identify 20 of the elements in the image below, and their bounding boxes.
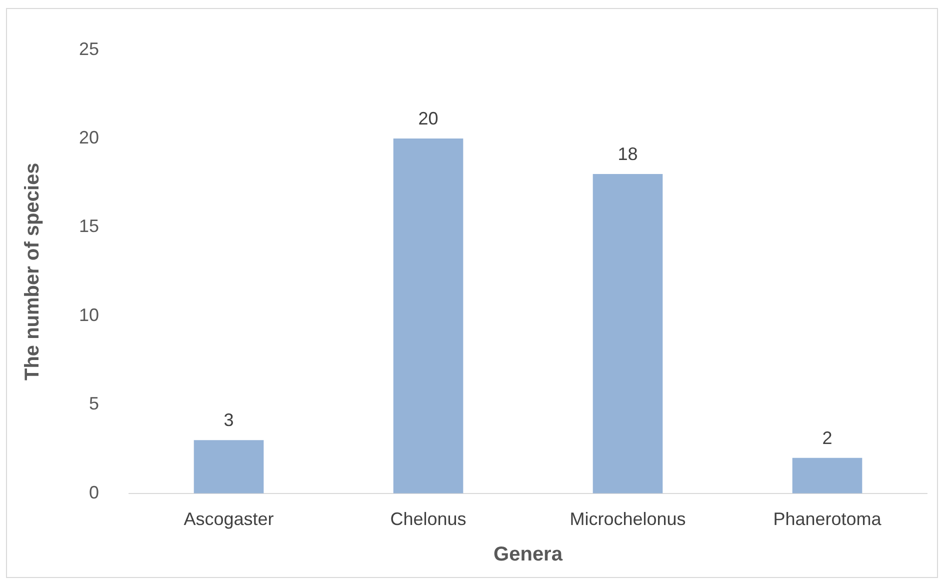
data-label: 2 — [822, 428, 832, 448]
y-axis-title: The number of species — [22, 162, 44, 381]
bar — [592, 174, 663, 494]
bar — [792, 458, 862, 494]
bar — [194, 440, 264, 494]
bar — [393, 138, 464, 494]
x-tick-label: Chelonus — [390, 509, 466, 530]
x-tick-label: Microchelonus — [570, 509, 686, 530]
x-tick-label: Phanerotoma — [773, 509, 882, 530]
y-tick-label: 20 — [78, 127, 100, 148]
y-tick-label: 15 — [78, 216, 100, 236]
y-tick-label: 10 — [78, 304, 100, 325]
y-tick-label: 25 — [78, 38, 100, 59]
data-label: 20 — [418, 108, 438, 128]
y-tick-label: 5 — [89, 394, 100, 414]
y-tick-label: 0 — [89, 482, 100, 502]
data-label: 3 — [224, 410, 234, 430]
x-tick-label: Ascogaster — [184, 509, 274, 530]
data-label: 18 — [618, 144, 638, 164]
x-axis-title: Genera — [494, 544, 564, 566]
